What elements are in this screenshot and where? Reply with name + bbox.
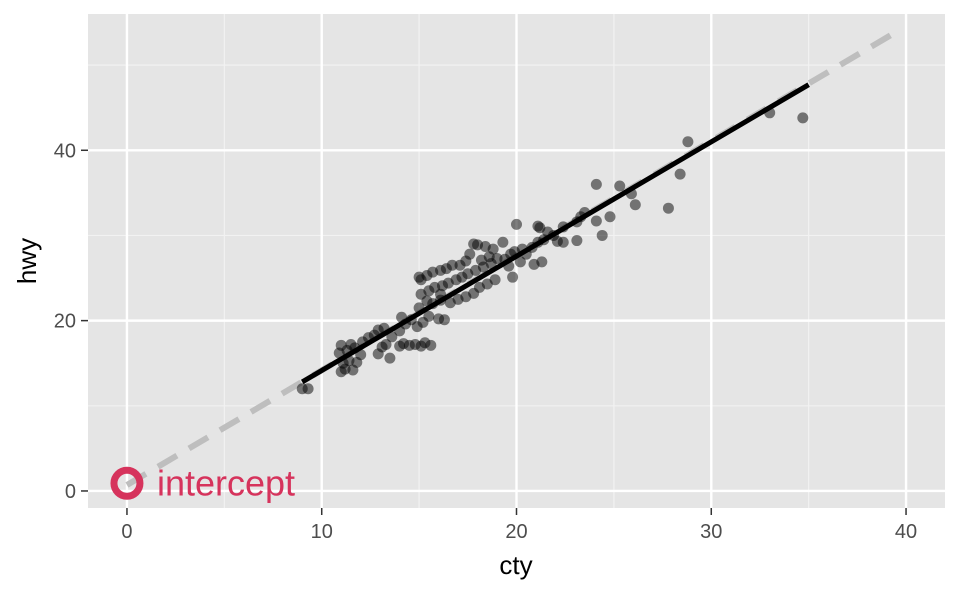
- data-point: [423, 310, 435, 322]
- fit-line: [300, 82, 810, 385]
- data-point: [682, 136, 694, 148]
- x-axis-title: cty: [499, 550, 532, 580]
- data-point: [532, 220, 544, 232]
- data-point: [590, 215, 602, 227]
- intercept-marker: [110, 466, 144, 500]
- data-point: [345, 338, 357, 350]
- y-axis: 0 20 40: [54, 140, 88, 503]
- data-point: [464, 248, 476, 260]
- x-tick-label: 30: [700, 521, 722, 543]
- data-point: [425, 339, 437, 351]
- fit-line-layer: [300, 82, 810, 385]
- data-point: [557, 236, 569, 248]
- data-point: [674, 168, 686, 180]
- data-point: [468, 238, 480, 250]
- y-tick-label: 40: [54, 140, 76, 162]
- data-point: [487, 243, 499, 255]
- data-point: [536, 256, 548, 268]
- data-point: [590, 178, 602, 190]
- y-tick-label: 0: [65, 481, 76, 503]
- data-point: [604, 211, 616, 223]
- annotation-layer: intercept: [110, 462, 295, 503]
- data-point: [335, 339, 347, 351]
- data-point: [797, 112, 809, 124]
- data-point: [384, 352, 396, 364]
- data-point: [511, 218, 522, 230]
- x-tick-label: 20: [505, 521, 527, 543]
- data-point: [302, 383, 314, 395]
- data-point: [514, 256, 526, 268]
- data-point: [380, 338, 392, 350]
- y-tick-label: 20: [54, 311, 76, 333]
- x-axis: 0 10 20 30 40: [121, 508, 917, 543]
- data-point: [662, 202, 674, 214]
- data-point: [629, 199, 641, 211]
- data-point: [596, 229, 608, 241]
- data-point: [489, 274, 501, 286]
- data-point: [507, 271, 519, 283]
- data-point: [614, 180, 626, 192]
- data-point: [438, 314, 450, 326]
- data-point: [413, 271, 425, 283]
- y-axis-title: hwy: [12, 238, 42, 284]
- data-point: [386, 331, 398, 343]
- x-tick-label: 10: [311, 521, 333, 543]
- intercept-label: intercept: [157, 462, 295, 503]
- data-point: [497, 236, 509, 248]
- data-point: [446, 259, 458, 271]
- x-tick-label: 40: [895, 521, 917, 543]
- data-point: [571, 235, 583, 247]
- x-tick-label: 0: [121, 521, 132, 543]
